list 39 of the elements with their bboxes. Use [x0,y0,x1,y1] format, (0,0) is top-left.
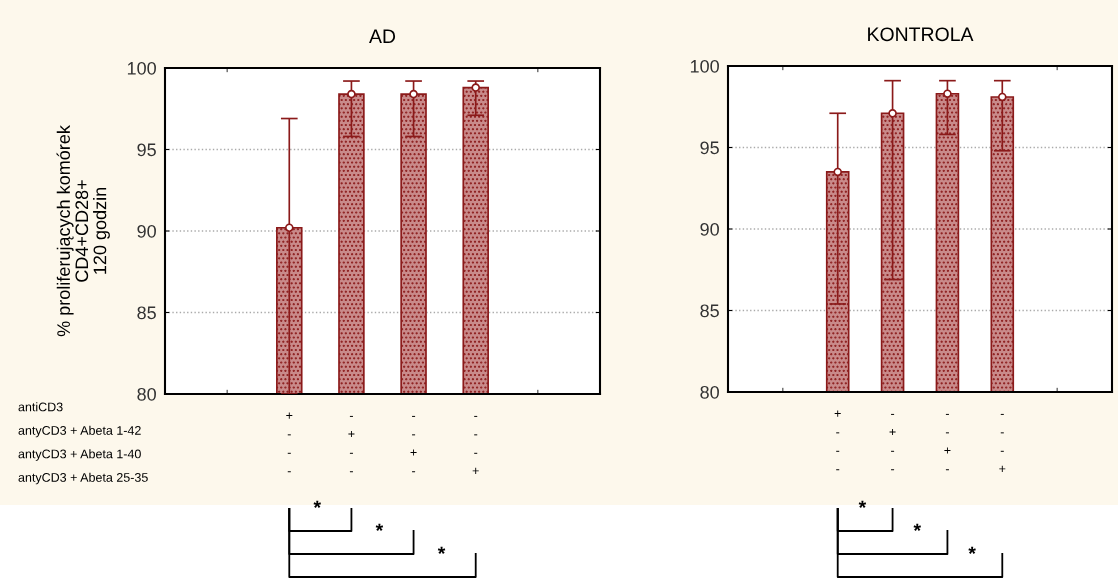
y-tick-label: 100 [127,61,156,75]
chart-title: AD [369,29,396,43]
point [888,108,897,118]
y-tick-label: 90 [137,224,156,238]
text: * [913,523,922,531]
text: * [313,500,322,508]
point [997,92,1007,102]
y-axis-title: % proliferujących komórek CD4+CD28+ 120 godzin [56,125,110,337]
point [347,89,356,99]
y-tick-label: 85 [137,306,156,320]
category-label: - - - + [999,413,1006,472]
category-label: - + - - [348,415,355,473]
point [409,89,418,99]
point [833,167,843,177]
category-label: - - + - [944,413,951,471]
category-label: - - - + [472,415,479,474]
point [943,89,952,99]
point [471,83,481,92]
y-tick-label: 85 [700,304,719,318]
y-tick-label: 100 [690,59,719,73]
point [284,223,294,233]
text: * [437,546,446,554]
text: * [858,500,867,508]
text: * [375,523,384,531]
category-label: + - - - [286,412,293,473]
category-label: + - - - [834,410,841,471]
chart-title: KONTROLA [868,27,974,42]
y-tick-label: 95 [700,141,719,155]
category-label: - - + - [410,415,417,473]
text: antiCD3 [18,402,63,412]
text: antyCD3 + Abeta 25-35 [18,472,148,485]
text: antyCD3 + Abeta 1-42 [18,425,141,438]
y-tick-label: 90 [700,222,719,236]
y-tick-label: 95 [137,143,156,157]
text: * [968,546,976,554]
y-tick-label: 80 [700,385,719,399]
y-tick-label: 80 [137,387,156,401]
category-label: - + - - [889,413,896,471]
text: antyCD3 + Abeta 1-40 [18,449,141,461]
